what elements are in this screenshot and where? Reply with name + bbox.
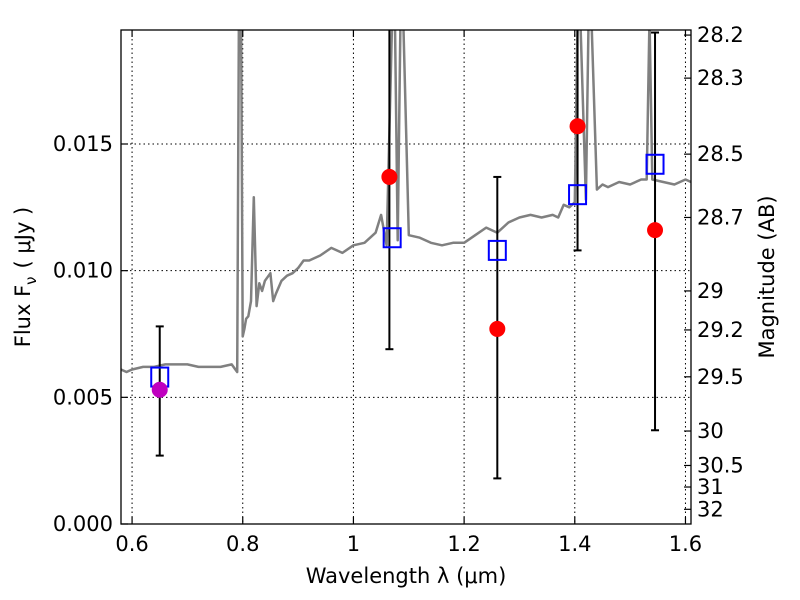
y2-tick-label: 28.5 (697, 142, 744, 166)
circle-marker (489, 320, 506, 337)
square-marker (487, 239, 507, 261)
y2-tick-label: 29.5 (697, 365, 744, 389)
model-spectrum-line (121, 30, 691, 374)
y-tick-label: 0.015 (53, 132, 113, 156)
y2-tick-label: 28.2 (697, 23, 744, 47)
y2-tick-label: 28.3 (697, 66, 744, 90)
square-marker (568, 184, 588, 206)
svg-text:Flux Fν( μJy ): Flux Fν ( μJy ) (11, 207, 40, 348)
y-axis-label-main: Flux F (11, 285, 35, 347)
y2-tick-label: 28.7 (697, 205, 744, 229)
y-tick-label: 0.010 (53, 259, 113, 283)
data-markers (150, 30, 665, 480)
x-tick-label: 0.8 (226, 532, 259, 556)
y2-tick-label: 32 (697, 497, 724, 521)
y-tick-label: 0.000 (53, 512, 113, 536)
square-marker (382, 227, 402, 249)
y-axis-label: Flux Fν ( μJy ) (11, 207, 40, 348)
x-axis-label: Wavelength λ (μm) (306, 564, 507, 588)
y2-tick-label: 30.5 (697, 453, 744, 477)
plot-frame (120, 29, 692, 525)
y-tick-label: 0.005 (53, 385, 113, 409)
y2-tick-label: 31 (697, 475, 724, 499)
square-marker (645, 153, 665, 175)
x-tick-label: 0.6 (115, 532, 148, 556)
y2-tick-label: 29 (697, 279, 724, 303)
circle-marker (381, 168, 398, 185)
y-axis-label-sub: ν (22, 276, 40, 284)
y2-axis-label: Magnitude (AB) (755, 195, 779, 358)
x-tick-label: 1.2 (447, 532, 480, 556)
y2-tick-label: 29.2 (697, 318, 744, 342)
circle-marker (151, 381, 168, 398)
x-tick-label: 1.6 (669, 532, 702, 556)
axis-ticks: 0.6 0.8 1 1.2 1.4 1.6 0.000 0.005 0.010 0.015 28.2… (53, 23, 744, 556)
circle-marker (647, 222, 664, 239)
circle-marker (569, 118, 586, 135)
x-tick-label: 1 (347, 532, 360, 556)
x-tick-label: 1.4 (558, 532, 591, 556)
y-axis-label-unit: ( μJy ) (11, 207, 35, 269)
y2-tick-label: 30 (697, 419, 724, 443)
